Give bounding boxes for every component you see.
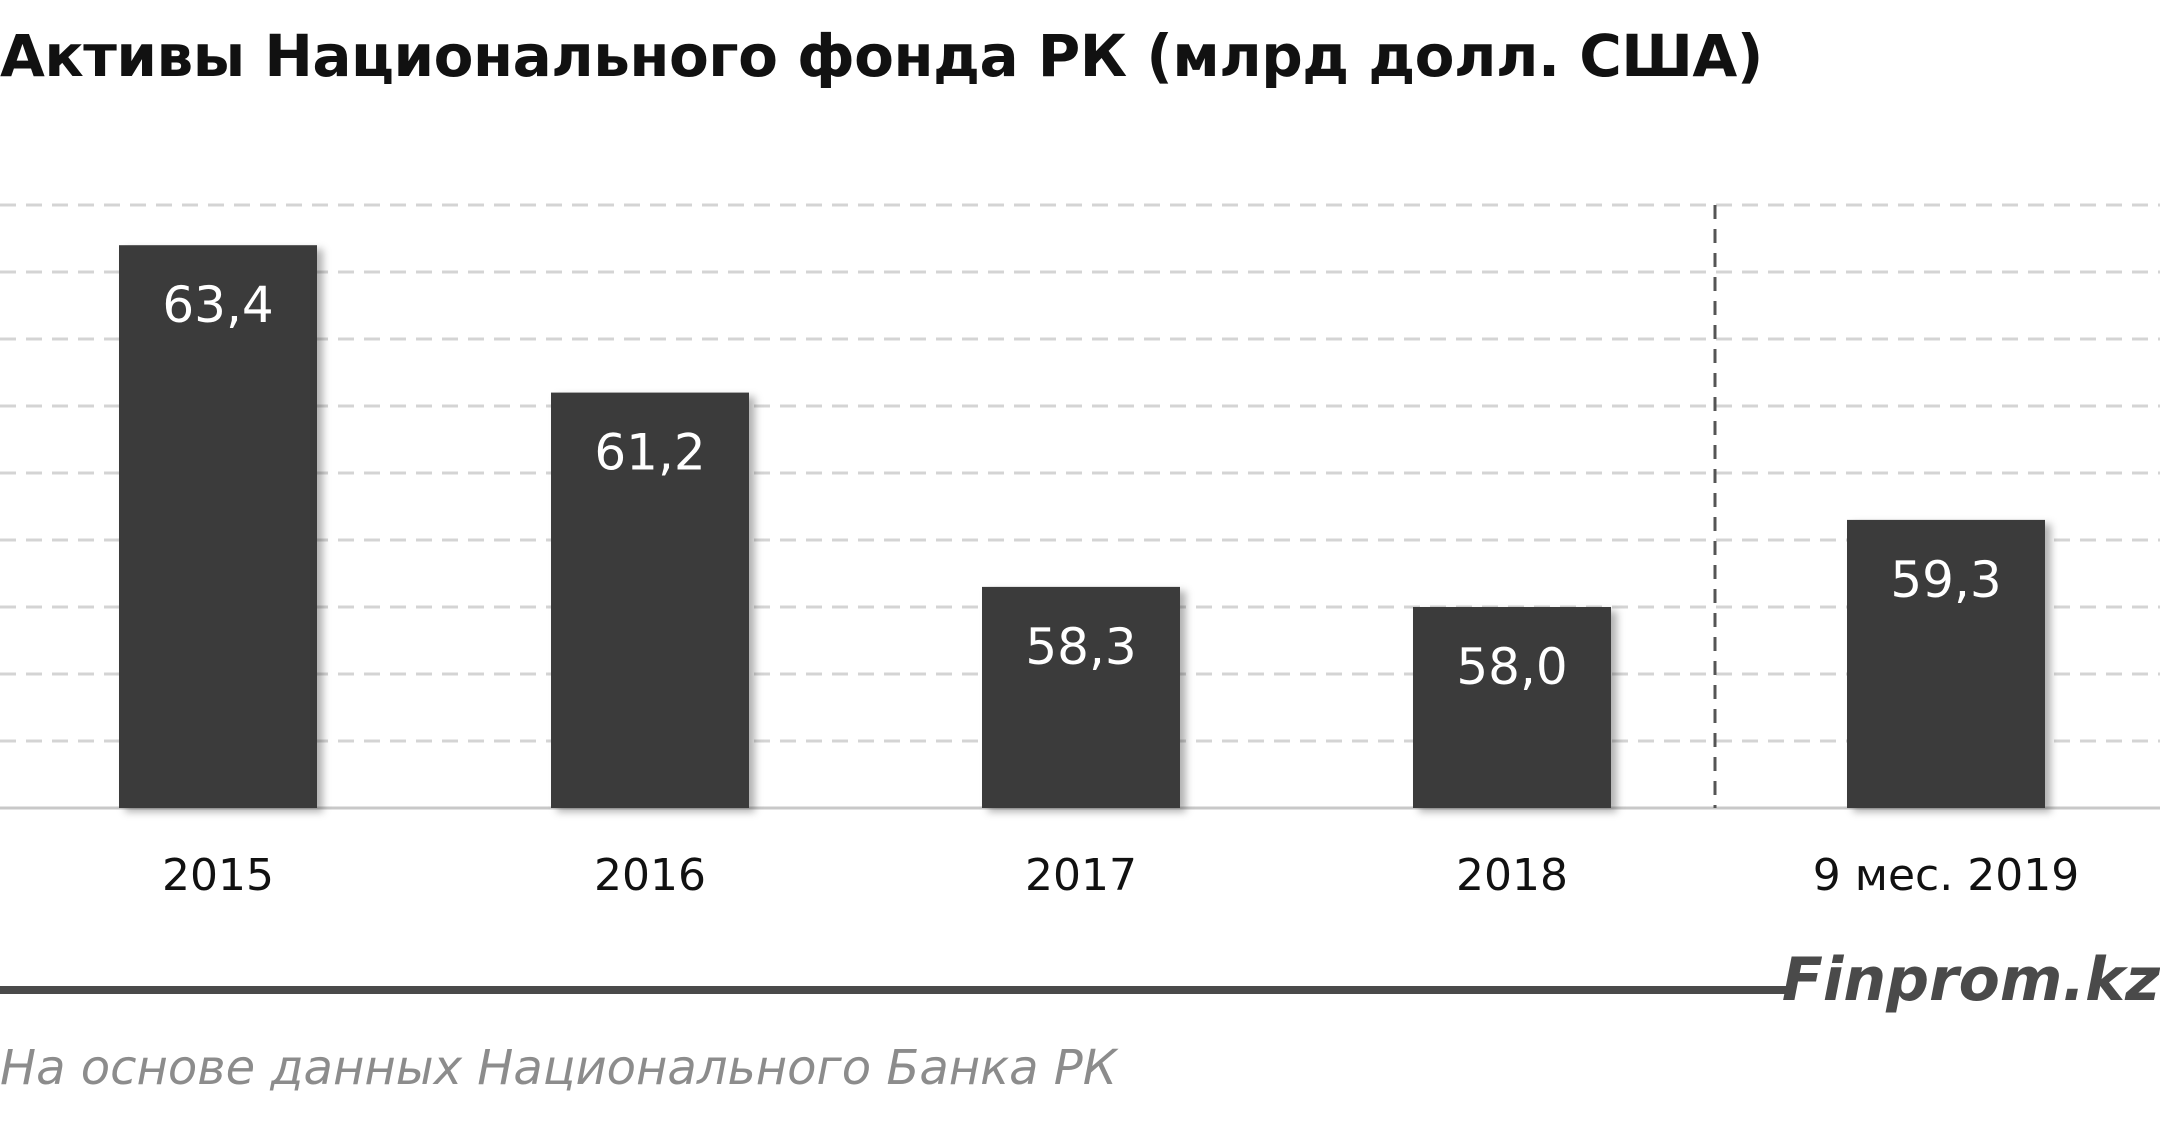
data-labels: 63,4 61,2 58,3 58,0 59,3 xyxy=(162,276,2001,696)
bars xyxy=(119,245,2045,808)
x-tick-label: 2016 xyxy=(594,850,706,901)
x-tick-label: 2017 xyxy=(1025,850,1137,901)
x-tick-label: 2018 xyxy=(1456,850,1568,901)
data-label: 58,0 xyxy=(1456,638,1567,696)
bar xyxy=(119,245,317,808)
bar xyxy=(1847,519,2045,808)
x-tick-label: 2015 xyxy=(162,850,274,901)
bar xyxy=(551,392,749,808)
bar xyxy=(1413,607,1611,808)
bar xyxy=(982,586,1180,808)
x-axis-ticks: 2015 2016 2017 2018 9 мес. 2019 xyxy=(162,850,2079,901)
data-label: 59,3 xyxy=(1890,551,2001,609)
chart-title: Активы Национального фонда РК (млрд долл… xyxy=(0,22,1763,90)
data-label: 58,3 xyxy=(1025,618,1136,676)
data-label: 63,4 xyxy=(162,276,273,334)
x-tick-label: 9 мес. 2019 xyxy=(1813,850,2079,901)
brand-logo-text: Finprom.kz xyxy=(1781,945,2160,1015)
data-label: 61,2 xyxy=(594,424,705,482)
source-note: На основе данных Национального Банка РК xyxy=(0,1040,1117,1096)
